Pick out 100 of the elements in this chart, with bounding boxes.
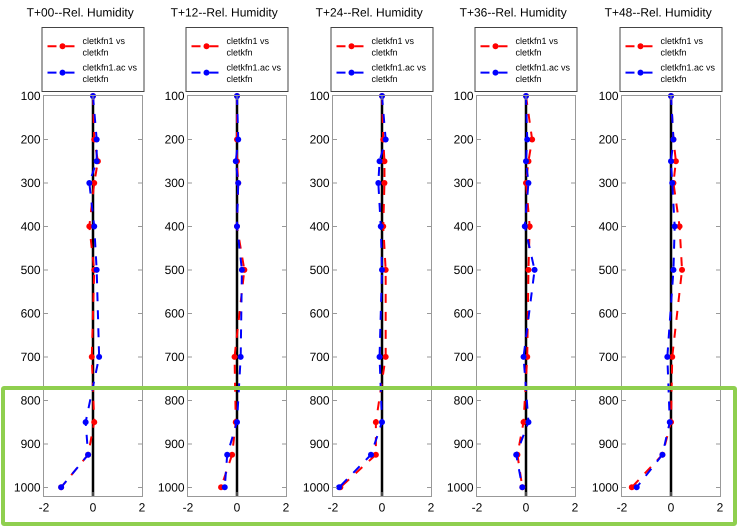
point <box>671 223 678 230</box>
y-tick-label: 600 <box>309 306 330 321</box>
point <box>633 484 640 490</box>
point <box>378 419 385 426</box>
y-tick-label: 600 <box>164 306 186 321</box>
y-tick-label: 500 <box>164 263 186 278</box>
point <box>376 354 382 360</box>
point <box>522 223 528 230</box>
y-tick-label: 200 <box>309 132 330 147</box>
x-tick-label: -2 <box>327 500 338 514</box>
y-tick-label: 100 <box>20 89 41 104</box>
y-tick-label: 100 <box>454 89 474 104</box>
point <box>375 180 382 186</box>
y-tick-label: 600 <box>20 306 41 321</box>
point <box>526 266 532 273</box>
y-tick-label: 200 <box>164 132 186 147</box>
y-tick-label: 900 <box>164 437 186 452</box>
y-tick-label: 400 <box>598 220 619 234</box>
y-tick-label: 700 <box>309 350 330 364</box>
legend-label: cletkfn1.ac vs cletkfn <box>516 62 571 84</box>
point <box>94 136 100 142</box>
point <box>529 136 536 142</box>
point <box>239 266 246 273</box>
legend-label: cletkfn1.ac vs cletkfn <box>82 62 138 84</box>
point <box>378 223 384 230</box>
point <box>238 354 244 360</box>
chart-title: T+48--Rel. Humidity <box>604 5 712 20</box>
point <box>82 419 89 426</box>
y-tick-label: 100 <box>164 89 186 104</box>
y-tick-label: 200 <box>598 132 619 147</box>
point <box>378 266 385 273</box>
x-tick-label: 2 <box>138 500 146 514</box>
y-tick-label: 800 <box>20 394 41 408</box>
y-tick-label: 400 <box>454 220 474 234</box>
y-tick-label: 100 <box>598 89 619 104</box>
point <box>526 419 532 426</box>
y-tick-label: 500 <box>309 263 330 278</box>
y-tick-label: 400 <box>20 220 41 234</box>
x-tick-label: 2 <box>572 500 579 514</box>
point <box>523 158 530 164</box>
point <box>668 158 674 164</box>
x-tick-label: 2 <box>283 500 290 514</box>
y-tick-label: 600 <box>598 306 619 321</box>
x-tick-label: 2 <box>427 500 434 514</box>
chart-title: T+00--Rel. Humidity <box>26 5 134 20</box>
y-tick-label: 1000 <box>14 480 41 494</box>
point <box>526 180 532 186</box>
y-tick-label: 400 <box>164 220 186 234</box>
point <box>381 180 388 186</box>
y-tick-label: 1000 <box>447 480 474 494</box>
y-tick-label: 800 <box>164 394 186 408</box>
y-tick-label: 900 <box>454 437 474 452</box>
point <box>96 354 102 360</box>
chart-title: T+24--Rel. Humidity <box>315 5 423 20</box>
point <box>91 419 98 426</box>
point <box>368 452 374 458</box>
y-tick-label: 700 <box>598 350 619 364</box>
y-tick-label: 800 <box>598 394 619 408</box>
point <box>532 266 538 273</box>
y-tick-label: 700 <box>164 350 186 364</box>
legend-label: cletkfn1.ac vs cletkfn <box>226 62 282 84</box>
y-tick-label: 200 <box>454 132 474 147</box>
point <box>382 354 388 360</box>
point <box>520 354 527 360</box>
point <box>376 158 382 164</box>
x-tick-label: 0 <box>90 500 97 514</box>
y-tick-label: 300 <box>598 176 619 190</box>
y-tick-label: 300 <box>454 176 474 190</box>
point <box>94 266 100 273</box>
point <box>524 136 530 142</box>
y-tick-label: 700 <box>454 350 474 364</box>
x-tick-label: 0 <box>522 500 530 514</box>
y-tick-label: 1000 <box>591 480 619 494</box>
y-tick-label: 900 <box>598 437 619 452</box>
point <box>88 354 95 360</box>
point <box>86 180 92 186</box>
x-tick-label: -2 <box>472 500 483 514</box>
point <box>91 223 98 230</box>
y-tick-label: 500 <box>454 263 474 278</box>
chart-title: T+12--Rel. Humidity <box>171 5 278 20</box>
point <box>232 354 238 360</box>
x-tick-label: 0 <box>378 500 386 514</box>
y-tick-label: 300 <box>20 176 41 190</box>
y-tick-label: 700 <box>20 350 41 364</box>
legend-label: cletkfn1.ac vs cletkfn <box>371 62 426 84</box>
y-tick-label: 300 <box>164 176 186 190</box>
y-tick-label: 500 <box>20 263 41 278</box>
y-tick-label: 200 <box>20 132 41 147</box>
point <box>678 266 685 273</box>
x-tick-label: 0 <box>234 500 242 514</box>
point <box>372 419 379 426</box>
point <box>670 266 676 273</box>
y-tick-label: 300 <box>309 176 330 190</box>
y-tick-label: 900 <box>20 437 41 452</box>
y-tick-label: 400 <box>309 220 330 234</box>
x-tick-label: -2 <box>38 500 50 514</box>
x-tick-label: -2 <box>616 500 628 514</box>
point <box>664 354 670 360</box>
y-tick-label: 100 <box>309 89 330 104</box>
y-tick-label: 500 <box>598 263 619 278</box>
